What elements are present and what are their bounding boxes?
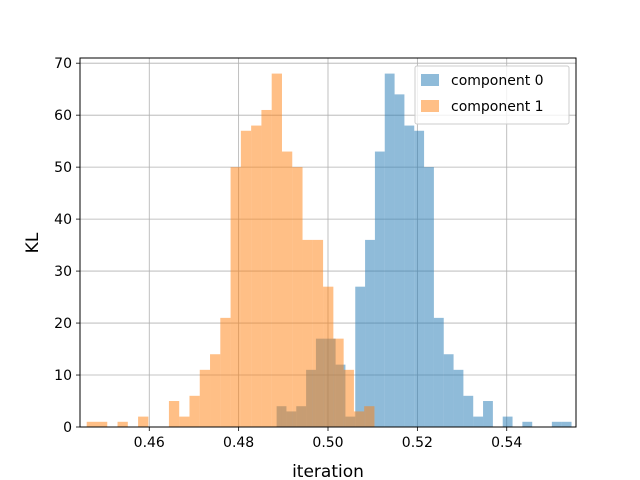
histogram-bar [333, 338, 344, 427]
histogram-bar [292, 167, 303, 427]
y-tick-label: 50 [54, 160, 72, 176]
histogram-bar [281, 151, 293, 427]
histogram-bar [502, 416, 513, 427]
x-tick-label: 0.52 [402, 435, 433, 451]
histogram-bar [138, 416, 149, 427]
histogram-bar [374, 151, 385, 427]
histogram-bar [240, 130, 252, 427]
histogram-bar [551, 421, 562, 427]
histogram-bar [433, 317, 444, 427]
y-tick-label: 40 [54, 212, 72, 228]
histogram-bar [365, 239, 375, 427]
histogram-bar [271, 73, 282, 427]
histogram-bar [343, 369, 354, 427]
legend-box [414, 65, 570, 125]
histogram-bar [230, 167, 241, 427]
histogram-bar [189, 395, 200, 427]
x-tick-label: 0.46 [134, 435, 165, 451]
histogram-bar [312, 239, 324, 427]
x-tick-label: 0.50 [312, 435, 343, 451]
x-axis-label: iteration [292, 462, 364, 480]
histogram-bar [364, 406, 375, 427]
histogram-bar [210, 354, 221, 427]
y-axis-label: KL [23, 232, 43, 253]
histogram-bar [220, 317, 231, 427]
histogram-bars [86, 73, 572, 427]
y-tick-label: 70 [54, 56, 72, 72]
series-component-1 [86, 73, 375, 427]
histogram-bar [323, 286, 334, 427]
histogram-bar [404, 125, 415, 427]
histogram-bar [394, 94, 405, 427]
histogram-bar [251, 125, 262, 427]
legend-label-component-0: component 0 [451, 73, 544, 89]
histogram-bar [384, 73, 395, 427]
y-tick-label: 30 [54, 264, 72, 280]
histogram-bar [199, 369, 211, 427]
histogram-bar [117, 421, 128, 427]
histogram-bar [414, 130, 425, 427]
histogram-bar [424, 167, 434, 427]
histogram-bar [522, 421, 533, 427]
histogram-bar [302, 239, 313, 427]
histogram-bar [355, 286, 366, 427]
x-axis-ticks: 0.46 0.48 0.50 0.52 0.54 [134, 427, 522, 451]
x-tick-label: 0.54 [491, 435, 522, 451]
histogram-bar [463, 395, 474, 427]
histogram-bar [168, 401, 180, 427]
x-tick-label: 0.48 [223, 435, 254, 451]
legend-swatch-component-0 [421, 74, 439, 86]
histogram-bar [86, 421, 97, 427]
y-tick-label: 10 [54, 368, 72, 384]
legend-label-component-1: component 1 [451, 99, 544, 115]
histogram-bar [353, 411, 365, 427]
histogram-bar [261, 109, 272, 427]
legend: component 0 component 1 [414, 65, 570, 125]
legend-swatch-component-1 [421, 100, 439, 112]
histogram-bar [443, 354, 454, 427]
y-tick-label: 0 [63, 420, 72, 436]
histogram-bar [179, 416, 190, 427]
histogram-bar [483, 401, 493, 427]
histogram-bar [96, 421, 108, 427]
histogram-bar [453, 369, 464, 427]
histogram-bar [473, 416, 484, 427]
y-tick-label: 20 [54, 316, 72, 332]
y-tick-label: 60 [54, 108, 72, 124]
histogram-bar [561, 421, 572, 427]
y-axis-ticks: 0 10 20 30 40 50 60 70 [54, 56, 80, 436]
